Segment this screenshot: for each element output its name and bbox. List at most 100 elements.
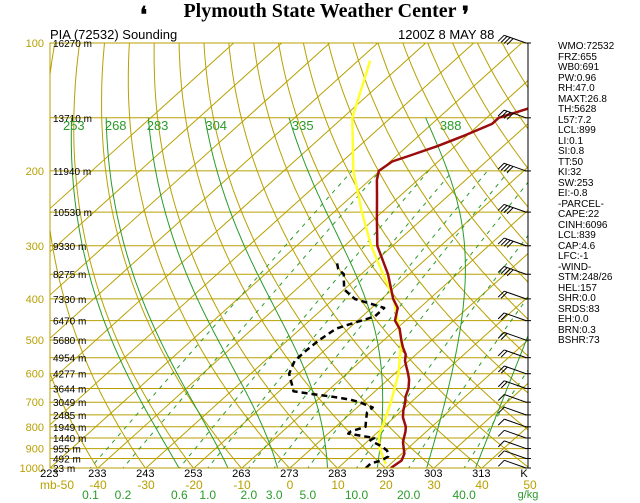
height-label: 3049 m [53, 398, 86, 409]
page-title: Plymouth State Weather Center [183, 0, 457, 22]
index-item: WB0:691 [558, 62, 600, 73]
index-item: RH:47.0 [558, 83, 595, 94]
index-item: EI:-0.8 [558, 188, 588, 199]
moist-adiabat-line [147, 117, 279, 468]
mixing-ratio-tick-label: 0.2 [115, 488, 132, 502]
height-label: 10530 m [53, 208, 92, 219]
theta-label: 263 [232, 468, 250, 480]
pressure-label: 600 [26, 369, 44, 381]
dry-adiabat-line [203, 43, 435, 468]
index-item: CAP:4.6 [558, 240, 596, 252]
wind-barb-flag [497, 34, 505, 42]
dry-adiabat-line [228, 43, 483, 468]
wind-barb [504, 418, 527, 428]
mixing-ratio-tick-label: 0.1 [82, 488, 99, 502]
wind-barb-flag [506, 207, 514, 215]
moist-adiabat-line [425, 117, 466, 468]
dry-adiabat-line [153, 43, 339, 468]
index-item: SHR:0.0 [558, 293, 596, 304]
stability-indices: WMO:72532 FRZ:655 WB0:691 PW:0.96 RH:47.0 MAX… [558, 41, 640, 347]
pressure-label: 200 [26, 166, 44, 178]
isotherm-line [50, 43, 331, 296]
mixing-ratio-line [355, 234, 528, 468]
flag-left-icon: ❛ [140, 2, 148, 27]
wind-barb-flag [500, 381, 508, 389]
index-item: CAPE:22 [558, 209, 600, 220]
pressure-label: 700 [26, 397, 44, 409]
wind-barb [504, 440, 527, 450]
height-label: 1949 m [53, 423, 86, 434]
wind-barb-flag [497, 237, 505, 245]
wind-barb-flag [503, 111, 511, 119]
wind-barb-flag [503, 268, 511, 276]
mixing-ratio-tick-label: 1.0 [199, 488, 216, 502]
theta-e-label: 335 [292, 118, 314, 133]
theta-label: 253 [184, 468, 202, 480]
isotherm-line [50, 43, 235, 210]
moist-adiabat-line [70, 117, 180, 468]
pressure-label: 900 [26, 444, 44, 456]
temperature-tick-label: 10 [331, 478, 345, 492]
temperature-tick-label: mb-50 [40, 478, 74, 492]
index-item: SRDS:83 [558, 303, 600, 315]
wind-barb [504, 380, 527, 389]
wind-barb [503, 312, 527, 322]
height-label: 11940 m [53, 167, 91, 178]
datetime-label: 1200Z 8 MAY 88 [398, 27, 495, 42]
wind-barb-flag [497, 394, 505, 401]
height-label: 9330 m [53, 242, 86, 253]
theta-e-label: 268 [105, 118, 127, 133]
theta-e-label: 304 [205, 118, 227, 133]
temperature-tick-label: -30 [137, 478, 155, 492]
wind-barb-flag [497, 450, 505, 458]
pressure-label: 1000 [20, 463, 44, 475]
wind-barb-flag [497, 349, 505, 357]
dry-adiabat-line [253, 43, 528, 468]
mixing-ratio-tick-label: 10.0 [345, 488, 369, 502]
dry-adiabat-line [0, 34, 6, 478]
theta-label: 293 [376, 468, 394, 480]
header: ❛ Plymouth State Weather Center ❜ [0, 0, 640, 27]
temperature-tick-label: 0 [287, 478, 294, 492]
wind-barb [503, 34, 527, 44]
parcel-trace [351, 60, 403, 465]
wind-barb-flag [503, 206, 511, 213]
wind-barb-flag [500, 238, 508, 246]
height-label: 4954 m [53, 354, 86, 365]
pressure-label: 100 [26, 38, 44, 50]
temperature-tick-label: 30 [427, 478, 441, 492]
wind-barb-flag [500, 366, 508, 374]
wind-barb-flag [500, 110, 508, 118]
index-item: LCL:899 [558, 125, 596, 136]
wind-barb [504, 459, 527, 469]
theta-e-label: 388 [440, 118, 462, 133]
mixing-ratio-line [307, 181, 528, 468]
height-label: 16270 m [53, 39, 92, 50]
height-label: 8275 m [53, 270, 86, 281]
temperature-tick-label: -40 [89, 478, 107, 492]
index-item: MAXT:26.8 [558, 93, 607, 105]
height-label: 6470 m [53, 317, 86, 328]
moist-adiabat-line [204, 117, 329, 468]
mixing-ratio-line [207, 170, 454, 468]
height-label: 1440 m [53, 434, 86, 445]
wind-barb-flag [506, 113, 514, 120]
pressure-label: 500 [26, 335, 44, 347]
wind-barb [504, 450, 527, 460]
dry-adiabat-line [73, 43, 194, 468]
wind-barb [503, 331, 527, 341]
station-label: PIA (72532) Sounding [50, 27, 178, 42]
height-label: 492 m [53, 455, 81, 466]
dry-adiabat-line [50, 43, 146, 468]
wind-barb-flag [500, 205, 508, 212]
temperature-trace [375, 107, 528, 468]
wind-barb-flag [497, 204, 505, 211]
dry-adiabat-line [277, 43, 528, 431]
wind-barb [504, 393, 527, 403]
wind-barb-flag [503, 165, 511, 172]
wind-barb-flag [503, 239, 511, 247]
height-label: 7330 m [53, 295, 86, 306]
theta-label: 233 [88, 468, 106, 480]
wind-barb-flag [497, 418, 505, 426]
